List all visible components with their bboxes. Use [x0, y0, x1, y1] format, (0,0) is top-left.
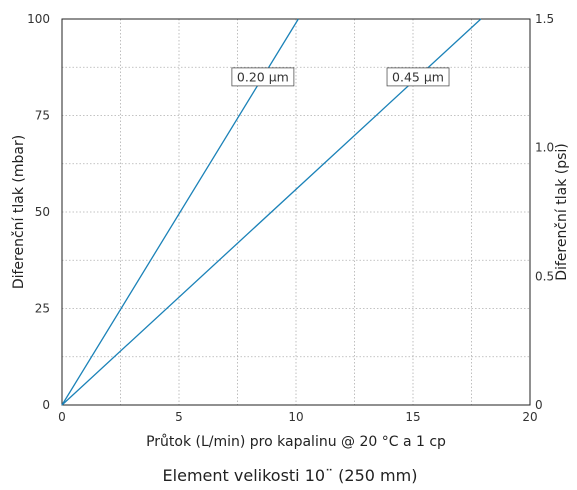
y-tick-label-left: 100: [27, 12, 50, 26]
y-tick-label-right: 1.5: [535, 12, 554, 26]
chart-caption: Element velikosti 10¨ (250 mm): [163, 466, 418, 485]
y-tick-labels-left: 0 25 50 75 100: [27, 12, 50, 412]
x-tick-label: 0: [58, 410, 66, 424]
x-tick-label: 10: [288, 410, 303, 424]
y-axis-label-left: Diferenční tlak (mbar): [11, 135, 27, 289]
x-axis-label: Průtok (L/min) pro kapalinu @ 20 °C a 1 …: [146, 434, 446, 450]
series-label-1: 0.20 µm: [231, 67, 295, 87]
y-tick-label-right: 0: [535, 398, 543, 412]
x-tick-label: 20: [522, 410, 537, 424]
grid: [62, 19, 530, 405]
y-tick-label-left: 50: [35, 205, 50, 219]
y-tick-label-left: 25: [35, 302, 50, 316]
y-tick-label-right: 0.5: [535, 269, 554, 283]
y-tick-label-right: 1.0: [535, 141, 554, 155]
plot-frame: [61, 18, 531, 406]
series-label-text: 0.20 µm: [237, 69, 289, 84]
series-labels: 0.20 µm 0.45 µm: [231, 67, 450, 87]
y-tick-labels-right: 0 0.5 1.0 1.5: [535, 12, 554, 412]
series-label-2: 0.45 µm: [386, 67, 450, 87]
y-tick-label-left: 0: [42, 398, 50, 412]
series-label-box: [231, 67, 295, 87]
y-tick-label-left: 75: [35, 109, 50, 123]
x-tick-label: 5: [175, 410, 183, 424]
series-label-text: 0.45 µm: [392, 69, 444, 84]
x-tick-labels: 0 5 10 15 20: [58, 410, 537, 424]
series-label-box: [386, 67, 450, 87]
x-tick-label: 15: [405, 410, 420, 424]
y-axis-label-right: Diferenční tlak (psi): [554, 143, 570, 281]
